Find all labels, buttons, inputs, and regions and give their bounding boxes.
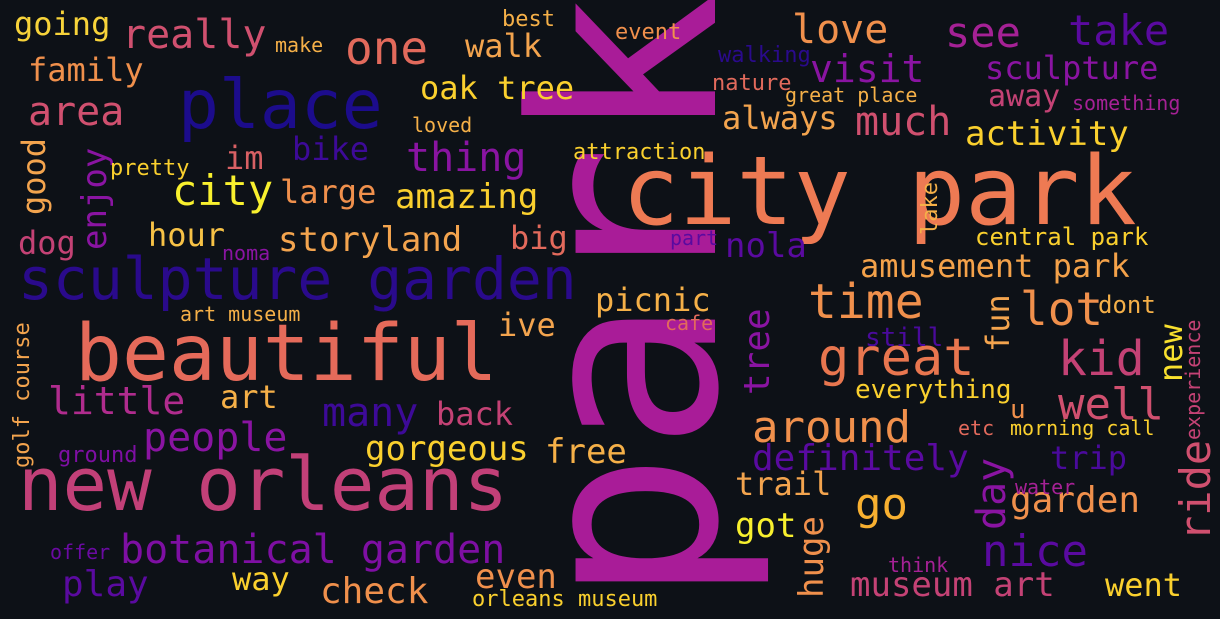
word-hour: hour (148, 216, 226, 254)
word-best: best (502, 7, 555, 32)
word-great: great (818, 328, 975, 388)
word-central-park: central park (975, 223, 1149, 251)
word-city: city (172, 166, 274, 215)
word-large: large (280, 173, 377, 211)
word-event: event (615, 20, 682, 45)
word-going: going (14, 5, 111, 43)
word-nola: nola (725, 226, 807, 266)
word-people: people (143, 415, 288, 461)
word-ride: ride (1171, 439, 1220, 541)
word-everything: everything (855, 375, 1012, 405)
word-dog: dog (18, 224, 76, 262)
word-love: love (792, 7, 889, 53)
word-really: really (122, 12, 267, 58)
word-well: well (1058, 379, 1164, 430)
word-etc: etc (958, 416, 995, 440)
word-oak-tree: oak tree (420, 69, 575, 107)
word-trail: trail (735, 465, 832, 503)
word-u: u (1010, 395, 1026, 425)
word-take: take (1068, 6, 1170, 55)
word-ground: ground (58, 443, 138, 468)
word-still: still (865, 323, 944, 353)
word-garden: garden (1010, 480, 1141, 521)
word-amazing: amazing (395, 177, 539, 217)
word-see: see (945, 8, 1021, 57)
word-orleans-museum: orleans museum (472, 587, 658, 612)
word-got: got (735, 506, 797, 546)
word-huge: huge (792, 516, 832, 598)
word-around: around (752, 402, 911, 453)
word-think: think (888, 553, 949, 577)
word-big: big (510, 219, 568, 257)
word-cafe: cafe (665, 311, 714, 335)
word-experience: experience (1181, 319, 1205, 440)
word-botanical-garden: botanical garden (120, 527, 506, 573)
word-noma: noma (222, 241, 271, 265)
word-much: much (855, 99, 952, 145)
word-day: day (969, 457, 1015, 530)
word-pretty: pretty (110, 156, 190, 181)
word-many: many (322, 390, 419, 436)
word-attraction: attraction (573, 140, 706, 165)
word-back: back (436, 395, 514, 433)
word-way: way (232, 560, 290, 598)
word-beautiful: beautiful (75, 309, 498, 399)
word-great-place: great place (785, 83, 918, 107)
word-storyland: storyland (278, 220, 463, 260)
word-art: art (220, 378, 278, 416)
word-im: im (225, 139, 264, 177)
word-sculpture: sculpture (985, 49, 1159, 87)
word-always: always (722, 99, 838, 137)
word-tree: tree (737, 308, 778, 395)
word-family: family (28, 51, 144, 89)
word-free: free (545, 432, 627, 472)
word-little: little (48, 379, 186, 423)
word-check: check (320, 571, 429, 612)
word-trip: trip (1050, 439, 1128, 477)
word-play: play (62, 564, 149, 605)
word-walking: walking (718, 43, 811, 68)
word-even: even (475, 557, 557, 597)
word-new-orleans: new orleans (18, 442, 509, 528)
word-visit: visit (810, 47, 925, 91)
word-art-museum: art museum (180, 302, 301, 326)
word-ive: ive (498, 306, 556, 344)
word-good: good (15, 137, 53, 215)
word-lot: lot (1020, 282, 1104, 336)
word-nice: nice (982, 526, 1088, 577)
word-sculpture-garden: sculpture garden (18, 245, 577, 313)
word-museum-art: museum art (850, 565, 1055, 605)
word-enjoy: enjoy (75, 147, 115, 250)
word-fun: fun (979, 294, 1017, 352)
word-morning-call: morning call (1010, 416, 1155, 440)
word-one: one (345, 21, 429, 75)
word-gorgeous: gorgeous (365, 429, 529, 469)
word-bike: bike (292, 130, 370, 168)
word-nature: nature (712, 71, 792, 96)
word-water: water (1015, 475, 1076, 499)
word-city-park: city park (622, 137, 1137, 247)
word-place: place (178, 66, 383, 145)
word-something: something (1072, 91, 1181, 115)
word-make: make (275, 33, 324, 57)
word-thing: thing (406, 135, 527, 181)
word-kid: kid (1058, 331, 1145, 387)
word-amusement-park: amusement park (860, 247, 1130, 285)
word-picnic: picnic (595, 281, 711, 319)
word-lake: lake (918, 182, 943, 235)
word-go: go (855, 479, 908, 530)
word-definitely: definitely (752, 438, 969, 479)
word-activity: activity (965, 114, 1129, 154)
word-golf-course: golf course (10, 322, 35, 468)
word-loved: loved (412, 113, 473, 137)
word-time: time (808, 274, 924, 330)
word-offer: offer (50, 540, 111, 564)
word-area: area (28, 89, 125, 135)
word-went: went (1105, 566, 1183, 604)
word-walk: walk (465, 27, 543, 65)
word-part: part (670, 226, 719, 250)
word-dont: dont (1098, 291, 1156, 319)
word-away: away (988, 79, 1061, 114)
